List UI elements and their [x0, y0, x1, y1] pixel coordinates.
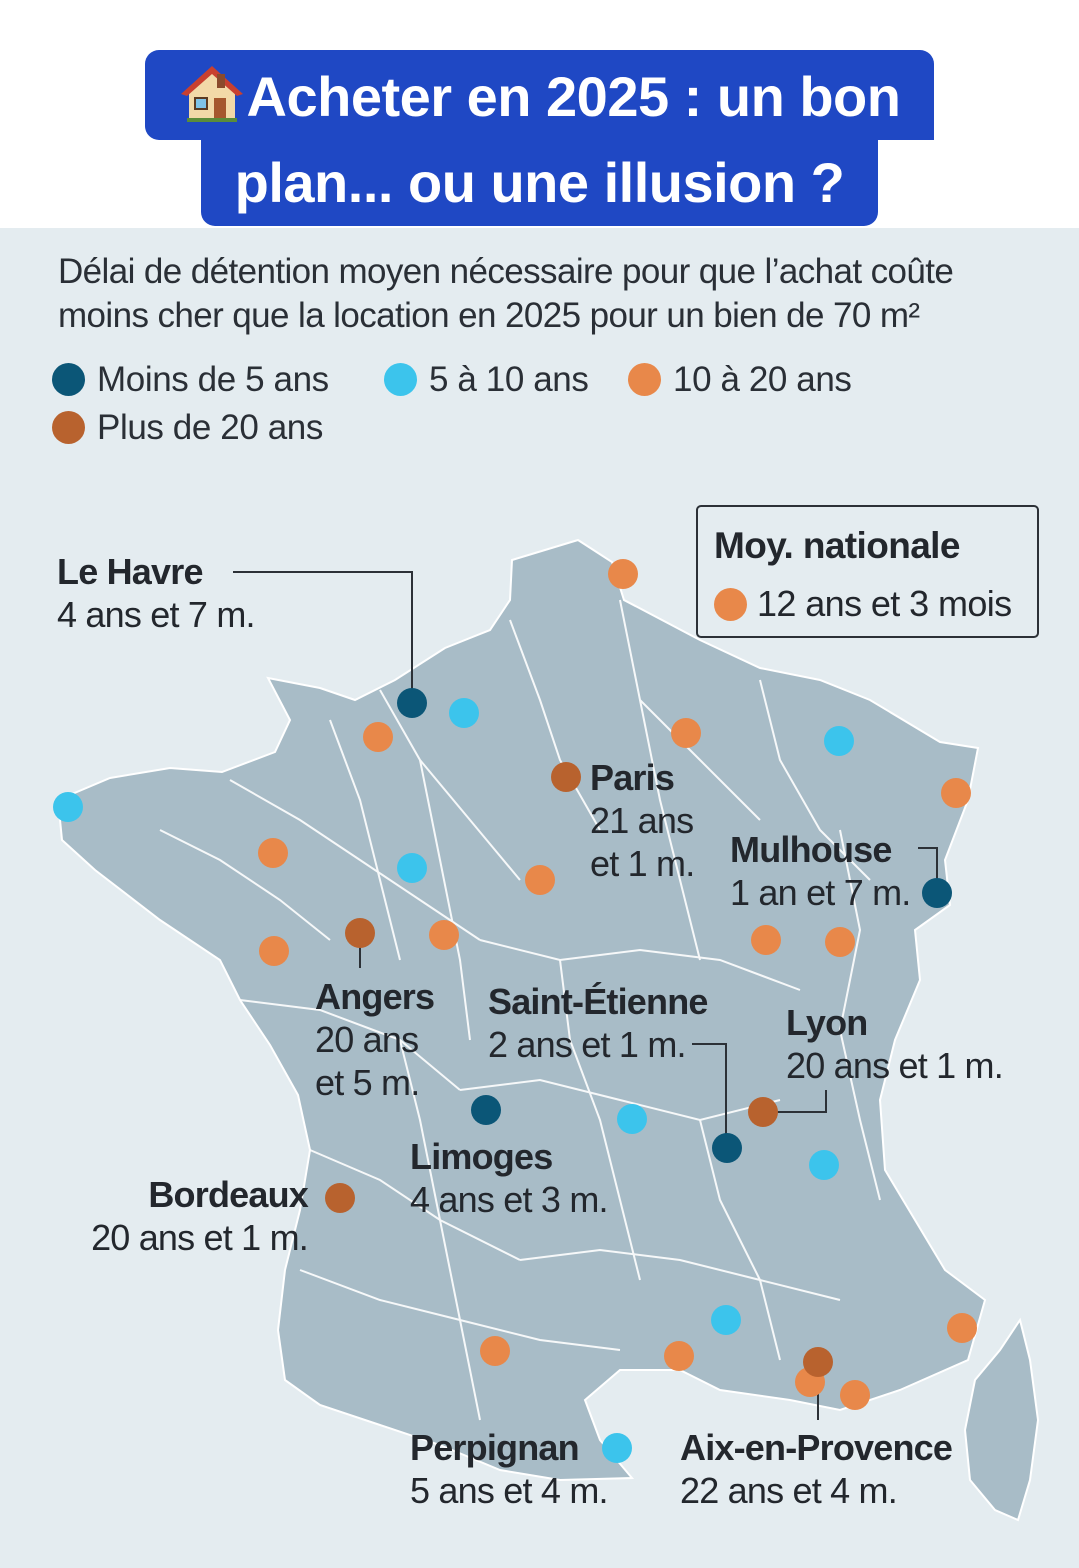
city-label-aix-en-provence: Aix-en-Provence 22 ans et 4 m.	[680, 1426, 953, 1512]
marker-lt5	[397, 688, 427, 718]
marker-5to10	[53, 792, 83, 822]
city-value: 2 ans et 1 m.	[488, 1024, 687, 1065]
marker-10to20	[429, 920, 459, 950]
marker-lt5	[712, 1133, 742, 1163]
city-value: 20 ans et 1 m.	[786, 1045, 1004, 1086]
city-name: Angers	[315, 976, 435, 1017]
city-value: 4 ans et 3 m.	[410, 1179, 609, 1220]
national-average-box: Moy. nationale 12 ans et 3 mois	[696, 505, 1039, 638]
legend-label: Moins de 5 ans	[97, 360, 329, 399]
city-value: 5 ans et 4 m.	[410, 1470, 609, 1511]
marker-gt20	[748, 1097, 778, 1127]
marker-10to20	[363, 722, 393, 752]
city-value-line-2: et 5 m.	[315, 1062, 420, 1103]
subtitle: Délai de détention moyen nécessaire pour…	[58, 250, 1058, 338]
city-value-line-1: 21 ans	[590, 800, 694, 841]
legend-label: 5 à 10 ans	[429, 360, 589, 399]
marker-10to20	[941, 778, 971, 808]
leader-mulhouse	[918, 847, 938, 890]
city-name: Perpignan	[410, 1427, 580, 1468]
marker-5to10	[809, 1150, 839, 1180]
city-label-le-havre: Le Havre 4 ans et 7 m.	[57, 550, 256, 636]
mainland-shape	[56, 538, 987, 1482]
subtitle-line-2: moins cher que la location en 2025 pour …	[58, 296, 920, 335]
marker-gt20	[325, 1183, 355, 1213]
legend-dot	[52, 411, 85, 444]
marker-10to20	[608, 559, 638, 589]
city-name: Saint-Étienne	[488, 981, 708, 1022]
legend-item-lt5: Moins de 5 ans	[52, 360, 329, 400]
marker-5to10	[449, 698, 479, 728]
city-label-lyon: Lyon 20 ans et 1 m.	[786, 1001, 1004, 1087]
city-label-paris: Paris 21 ans et 1 m.	[590, 756, 695, 885]
marker-5to10	[824, 726, 854, 756]
city-value: 1 an et 7 m.	[730, 872, 911, 913]
france-mainland	[56, 538, 987, 1482]
legend-label: 10 à 20 ans	[673, 360, 852, 399]
title-line-2: plan... ou une illusion ?	[200, 140, 879, 226]
city-name: Mulhouse	[730, 829, 892, 870]
legend-dot	[628, 363, 661, 396]
leader-saint-etienne	[692, 1043, 727, 1145]
marker-10to20	[664, 1341, 694, 1371]
city-label-perpignan: Perpignan 5 ans et 4 m.	[410, 1426, 609, 1512]
marker-gt20	[345, 918, 375, 948]
marker-5to10	[711, 1305, 741, 1335]
marker-5to10	[397, 853, 427, 883]
city-name: Le Havre	[57, 551, 203, 592]
legend-dot	[52, 363, 85, 396]
city-value: 22 ans et 4 m.	[680, 1470, 898, 1511]
marker-10to20	[259, 936, 289, 966]
legend-item-10to20: 10 à 20 ans	[628, 360, 852, 400]
city-name: Bordeaux	[148, 1174, 308, 1215]
city-label-mulhouse: Mulhouse 1 an et 7 m.	[730, 828, 911, 914]
legend-item-gt20: Plus de 20 ans	[52, 408, 323, 448]
subtitle-line-1: Délai de détention moyen nécessaire pour…	[58, 252, 954, 291]
markers	[53, 559, 977, 1463]
city-name: Limoges	[410, 1136, 553, 1177]
city-value: 4 ans et 7 m.	[57, 594, 256, 635]
house-icon	[180, 64, 243, 122]
city-label-limoges: Limoges 4 ans et 3 m.	[410, 1135, 609, 1221]
city-label-bordeaux: Bordeaux 20 ans et 1 m.	[76, 1173, 309, 1259]
region-borders	[159, 599, 881, 1421]
marker-gt20	[803, 1347, 833, 1377]
marker-gt20	[551, 762, 581, 792]
city-name: Paris	[590, 757, 675, 798]
marker-10to20	[947, 1313, 977, 1343]
marker-10to20	[258, 838, 288, 868]
marker-10to20	[825, 927, 855, 957]
national-average-dot	[714, 588, 747, 621]
city-name: Aix-en-Provence	[680, 1427, 953, 1468]
city-value-line-2: et 1 m.	[590, 843, 695, 884]
city-label-saint-etienne: Saint-Étienne 2 ans et 1 m.	[488, 980, 708, 1066]
corsica-shape	[963, 1317, 1040, 1522]
leader-le-havre	[233, 571, 413, 700]
marker-lt5	[471, 1095, 501, 1125]
city-value: 20 ans et 1 m.	[91, 1217, 309, 1258]
marker-10to20	[751, 925, 781, 955]
marker-10to20	[671, 718, 701, 748]
title-line-1: Acheter en 2025 : un bon	[144, 50, 935, 140]
national-average-value-row: 12 ans et 3 mois	[714, 583, 1012, 625]
national-average-title: Moy. nationale	[714, 525, 960, 566]
national-average-value: 12 ans et 3 mois	[757, 583, 1012, 624]
legend-item-5to10: 5 à 10 ans	[384, 360, 589, 400]
legend-label: Plus de 20 ans	[97, 408, 323, 447]
city-name: Lyon	[786, 1002, 868, 1043]
legend-dot	[384, 363, 417, 396]
marker-10to20	[840, 1380, 870, 1410]
marker-10to20	[480, 1336, 510, 1366]
leader-lyon	[765, 1090, 827, 1113]
city-value-line-1: 20 ans	[315, 1019, 419, 1060]
marker-5to10	[617, 1104, 647, 1134]
title-banner: Acheter en 2025 : un bon plan... ou une …	[0, 50, 1079, 227]
marker-10to20	[525, 865, 555, 895]
title-text-1: Acheter en 2025 : un bon	[246, 65, 901, 128]
city-label-angers: Angers 20 ans et 5 m.	[315, 975, 435, 1104]
marker-5to10	[602, 1433, 632, 1463]
marker-lt5	[922, 878, 952, 908]
